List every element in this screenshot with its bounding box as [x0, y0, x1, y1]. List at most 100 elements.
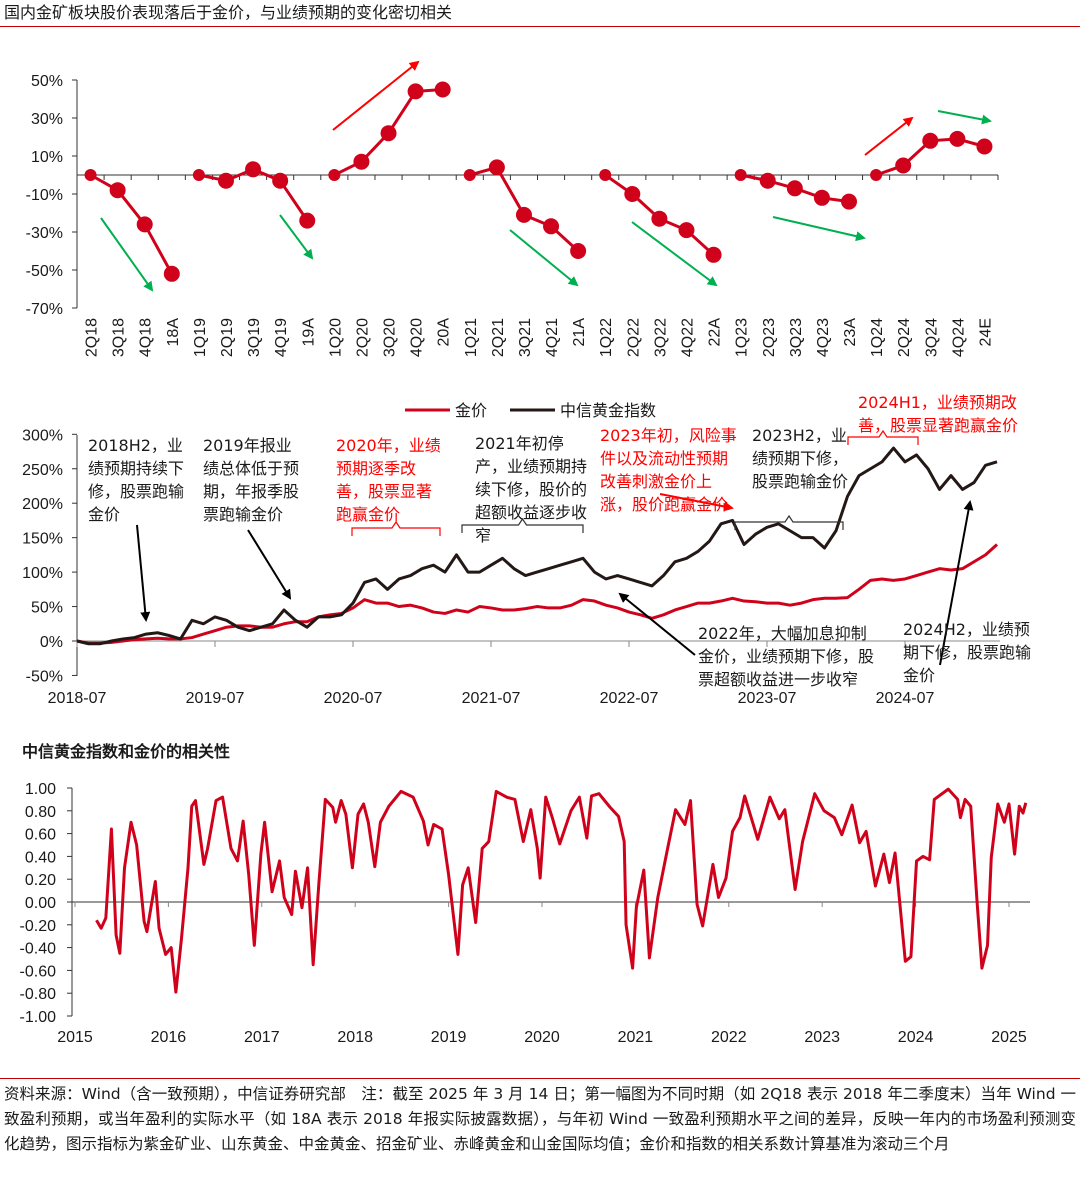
- period-bracket: [351, 520, 441, 536]
- y-tick-label: -70%: [26, 301, 63, 318]
- down-trend-arrow-icon: [937, 110, 992, 125]
- annotation-line: 绩总体低于预: [203, 459, 300, 478]
- data-point: [488, 159, 505, 176]
- y-tick-label: 10%: [31, 149, 63, 166]
- chart-annotation: 2020年，业绩 预期逐季改 善，股票显著 跑赢金价: [336, 434, 441, 526]
- annotation-arrow-icon: [659, 493, 734, 512]
- category-label: 4Q23: [815, 318, 832, 357]
- category-label: 3Q24: [923, 318, 940, 357]
- y-tick-label: 1.00: [25, 781, 56, 798]
- x-tick-label: 2022: [711, 1029, 747, 1046]
- x-tick-label: 2021-07: [462, 690, 521, 707]
- y-tick-label: 300%: [22, 427, 63, 444]
- category-label: 4Q19: [273, 318, 290, 357]
- chart-annotation: 2023年初，风险事 件以及流动性预期 改善刺激金价上 涨，股价跑赢金价: [600, 424, 737, 516]
- data-point: [570, 243, 587, 259]
- data-point: [463, 169, 476, 181]
- annotation-line: 件以及流动性预期: [600, 449, 729, 468]
- chart-annotation: 2022年，大幅加息抑制 金价，业绩预期下修，股 票超额收益进一步收窄: [698, 622, 874, 691]
- correlation-line: [95, 787, 1028, 994]
- annotation-line: 善，股票显著: [336, 482, 433, 501]
- gold-price-line: [76, 543, 999, 645]
- category-label: 1Q22: [598, 318, 615, 357]
- data-point: [599, 169, 612, 181]
- x-tick-label: 2015: [57, 1029, 93, 1046]
- source-note: 资料来源：Wind（含一致预期），中信证券研究部 注：截至 2025 年 3 月…: [4, 1085, 1076, 1153]
- category-label: 3Q19: [246, 318, 263, 357]
- annotation-line: 金价，业绩预期下修，股: [698, 647, 875, 666]
- data-point: [759, 172, 776, 189]
- data-point: [922, 132, 939, 149]
- period-bracket: [461, 517, 584, 533]
- annotation-arrow-icon: [939, 500, 974, 666]
- annotation-line: 2018H2，业: [88, 436, 183, 455]
- annotation-line: 续下修，股价的: [475, 480, 588, 499]
- chart-annotation: 2024H1，业绩预期改 善，股票显著跑赢金价: [858, 391, 1018, 437]
- x-tick-label: 2022-07: [600, 690, 659, 707]
- category-label: 1Q19: [192, 318, 209, 357]
- y-tick-label: 150%: [22, 531, 63, 548]
- y-tick-label: -0.60: [20, 963, 57, 980]
- data-point: [705, 246, 722, 263]
- down-trend-arrow-icon: [100, 217, 154, 292]
- y-tick-label: -50%: [26, 668, 63, 685]
- data-point: [624, 186, 641, 202]
- category-label: 2Q21: [490, 318, 507, 357]
- chart-annotation: 2021年初停 产，业绩预期持 续下修，股价的 超额收益逐步收窄: [475, 432, 587, 547]
- category-label: 24E: [977, 318, 994, 346]
- annotation-line: 2024H2，业绩预: [903, 620, 1030, 639]
- data-point: [380, 125, 397, 142]
- chart-annotation: 2018H2，业 绩预期持续下 修，股票跑输 金价: [88, 434, 184, 526]
- x-tick-label: 2021: [618, 1029, 654, 1046]
- y-tick-label: -50%: [26, 263, 63, 280]
- down-trend-arrow-icon: [772, 216, 866, 242]
- category-label: 18A: [165, 318, 182, 347]
- annotation-line: 2021年初停: [475, 434, 564, 453]
- category-label: 20A: [436, 318, 453, 347]
- data-point: [651, 210, 668, 227]
- annotation-line: 修，股票跑输: [88, 482, 185, 501]
- y-tick-label: 0.80: [25, 804, 56, 821]
- y-tick-label: 0.00: [25, 895, 56, 912]
- y-tick-label: 0.20: [25, 872, 56, 889]
- data-point: [136, 216, 153, 233]
- y-tick-label: 50%: [31, 73, 63, 90]
- category-label: 22A: [707, 318, 724, 347]
- down-trend-arrow-icon: [631, 221, 718, 287]
- data-point: [434, 81, 451, 98]
- data-point: [813, 189, 830, 206]
- annotation-line: 绩预期下修，: [752, 449, 849, 468]
- annotation-line: 2023年初，风险事: [600, 426, 737, 445]
- y-tick-label: -0.80: [20, 986, 57, 1003]
- down-trend-arrow-icon: [279, 214, 314, 260]
- data-point: [84, 169, 97, 181]
- x-tick-label: 2019-07: [186, 690, 245, 707]
- category-label: 3Q20: [382, 318, 399, 357]
- y-tick-label: 50%: [31, 600, 63, 617]
- y-tick-label: 0%: [40, 634, 63, 651]
- correlation-chart-title: 中信黄金指数和金价的相关性: [22, 742, 231, 761]
- annotation-line: 绩预期持续下: [88, 459, 185, 478]
- y-tick-label: 0.40: [25, 849, 56, 866]
- category-label: 3Q18: [111, 318, 128, 357]
- category-label: 2Q23: [761, 318, 778, 357]
- data-point: [407, 83, 424, 100]
- annotation-arrow-icon: [618, 592, 696, 656]
- annotation-line: 超额收益逐步收: [475, 503, 588, 522]
- data-point: [870, 169, 883, 181]
- category-label: 21A: [571, 318, 588, 347]
- annotation-arrow-icon: [136, 524, 151, 622]
- x-tick-label: 2024: [898, 1029, 934, 1046]
- category-label: 2Q19: [219, 318, 236, 357]
- data-point: [786, 180, 803, 197]
- data-point: [841, 193, 858, 210]
- earnings-revision-chart: 50% 30% 10% -10% -30% -50% -70% 2Q18 3Q18 4Q18 18A…: [26, 60, 999, 357]
- chart-annotation: 2019年报业 绩总体低于预 期，年报季股 票跑输金价: [203, 434, 299, 526]
- page-title: 国内金矿板块股价表现落后于金价，与业绩预期的变化密切相关: [4, 3, 453, 22]
- category-label: 1Q20: [327, 318, 344, 357]
- series-line: [89, 173, 174, 275]
- x-tick-label: 2017: [244, 1029, 280, 1046]
- x-tick-label: 2016: [151, 1029, 187, 1046]
- down-trend-arrow-icon: [509, 229, 579, 287]
